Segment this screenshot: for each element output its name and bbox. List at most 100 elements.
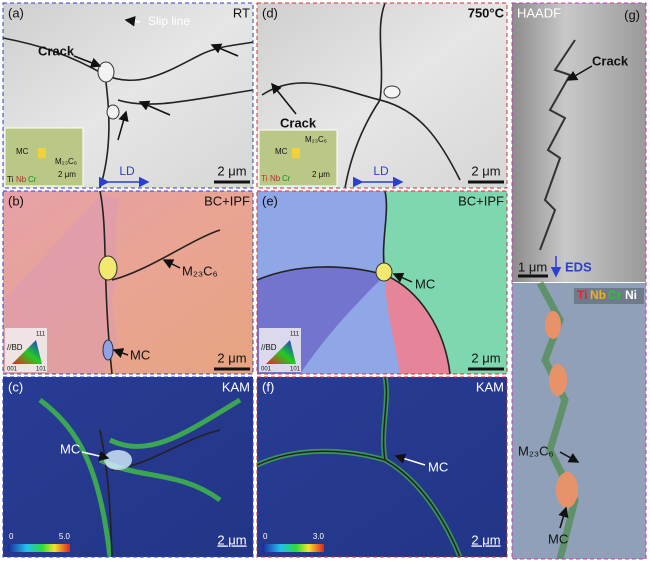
frame bbox=[256, 2, 508, 189]
panel-e: (e) BC+IPF MC //BD 111 001 101 2 μm bbox=[256, 190, 508, 375]
annotation: MC bbox=[275, 147, 288, 156]
annotation: M₂₃C₆ bbox=[518, 443, 554, 458]
key-label: 111 bbox=[36, 332, 46, 338]
arrow bbox=[112, 348, 129, 358]
condition: RT bbox=[233, 5, 250, 20]
inset: MC M₂₃C₆ Ti Nb Cr 2 μm bbox=[258, 129, 338, 187]
mode: BC+IPF bbox=[204, 193, 250, 208]
panel-b: (b) BC+IPF M₂₃C₆ MC //BD 111 001 101 2 μ… bbox=[2, 190, 254, 375]
frame bbox=[511, 2, 647, 560]
key-label: //BD bbox=[261, 343, 277, 352]
annotation: M₂₃C₆ bbox=[182, 263, 218, 278]
scale-bar-label: 2 μm bbox=[217, 350, 246, 365]
panel-f: (f) KAM MC 0 3.0 2 μm bbox=[255, 376, 508, 558]
key-label: 101 bbox=[290, 367, 301, 373]
arrow bbox=[117, 110, 129, 141]
scale-bar-label: 2 μm bbox=[471, 350, 500, 365]
arrow bbox=[394, 453, 426, 466]
colorbar bbox=[8, 544, 70, 552]
annotation: MC bbox=[130, 347, 150, 362]
panel-c: (c) KAM MC 0 5.0 2 μm bbox=[2, 376, 254, 558]
crack bbox=[539, 39, 576, 251]
legend-element: Nb bbox=[270, 174, 281, 183]
kam-map bbox=[257, 377, 507, 557]
ipf-triangle bbox=[12, 340, 42, 364]
panel-label: (e) bbox=[262, 193, 278, 208]
grain bbox=[383, 191, 507, 374]
colorbar-label: 3.0 bbox=[313, 532, 325, 541]
panel-a: (a) RT Slip line Crack MC M₂₃C₆ Ti Nb Cr… bbox=[2, 2, 254, 189]
legend-element: Ti bbox=[7, 175, 14, 184]
grain-boundary bbox=[261, 2, 461, 189]
arrow bbox=[73, 55, 102, 68]
eds-map bbox=[512, 283, 646, 559]
strain-spot bbox=[104, 450, 132, 470]
carbide bbox=[383, 85, 401, 99]
annotation: EDS bbox=[565, 259, 592, 274]
condition: 750°C bbox=[468, 5, 505, 20]
inset: MC M₂₃C₆ Ti Nb Cr 2 μm bbox=[4, 127, 84, 187]
legend-element: Ti bbox=[577, 288, 587, 302]
panel-d: (d) 750°C Crack MC M₂₃C₆ Ti Nb Cr 2 μm L… bbox=[256, 2, 508, 189]
legend-element: Cr bbox=[28, 175, 37, 184]
carbide bbox=[545, 311, 561, 339]
carbide bbox=[102, 339, 114, 361]
key-label: 111 bbox=[290, 332, 300, 338]
annotation: MC bbox=[60, 441, 80, 456]
carbide bbox=[38, 148, 46, 158]
arrow bbox=[559, 451, 580, 463]
colorbar-label: 0 bbox=[263, 532, 268, 541]
panel-label: (a) bbox=[8, 5, 24, 20]
annotation: Crack bbox=[280, 115, 317, 130]
panel-label: (d) bbox=[262, 5, 278, 20]
key-label: 001 bbox=[261, 367, 272, 373]
annotation: MC bbox=[415, 276, 435, 291]
scale-bar-label: 2 μm bbox=[312, 170, 330, 179]
mode: KAM bbox=[222, 379, 250, 394]
frame bbox=[2, 376, 254, 558]
colorbar bbox=[262, 544, 324, 552]
legend-element: Nb bbox=[590, 288, 606, 302]
ipf-triangle bbox=[266, 340, 296, 364]
annotation: Crack bbox=[38, 43, 75, 58]
annotation: MC bbox=[548, 531, 568, 546]
arrow bbox=[271, 82, 297, 115]
annotation: Slip line bbox=[148, 14, 190, 28]
panel-label: (g) bbox=[624, 7, 640, 22]
legend-background bbox=[574, 288, 644, 304]
loading-direction: LD bbox=[373, 164, 389, 178]
key-label: 001 bbox=[7, 367, 18, 373]
grain bbox=[385, 275, 450, 374]
carbide bbox=[106, 104, 120, 120]
arrow bbox=[124, 16, 141, 27]
panel-label: (c) bbox=[8, 379, 23, 394]
carbide bbox=[556, 472, 578, 508]
carbide bbox=[549, 364, 567, 396]
arrow bbox=[558, 506, 569, 529]
scale-bar-label: 2 μm bbox=[58, 170, 76, 179]
scale-bar-label: 2 μm bbox=[217, 163, 246, 178]
scale-bar-label: 1 μm bbox=[518, 259, 547, 274]
carbide bbox=[375, 262, 393, 282]
carbide bbox=[292, 148, 300, 158]
arrow bbox=[162, 259, 181, 269]
annotation: M₂₃C₆ bbox=[305, 135, 327, 144]
panel-label: (b) bbox=[8, 193, 24, 208]
colorbar-label: 0 bbox=[9, 532, 14, 541]
annotation: Crack bbox=[592, 53, 629, 68]
legend-element: Cr bbox=[282, 174, 291, 183]
legend-element: Cr bbox=[608, 288, 622, 302]
frame bbox=[2, 2, 254, 189]
grain-boundary bbox=[2, 37, 254, 189]
legend-element: Nb bbox=[16, 175, 27, 184]
haadf-image bbox=[512, 3, 646, 282]
panel-g: HAADF (g) Crack 1 μm EDS Ti Nb Cr Ni M₂₃… bbox=[511, 2, 647, 560]
loading-direction: LD bbox=[119, 164, 135, 178]
scale-bar-label: 2 μm bbox=[471, 532, 500, 547]
panel-label: (f) bbox=[262, 379, 274, 394]
mode: BC+IPF bbox=[458, 193, 504, 208]
grain-boundary bbox=[256, 376, 461, 558]
scale-bar-label: 2 μm bbox=[471, 163, 500, 178]
arrow bbox=[81, 450, 110, 462]
